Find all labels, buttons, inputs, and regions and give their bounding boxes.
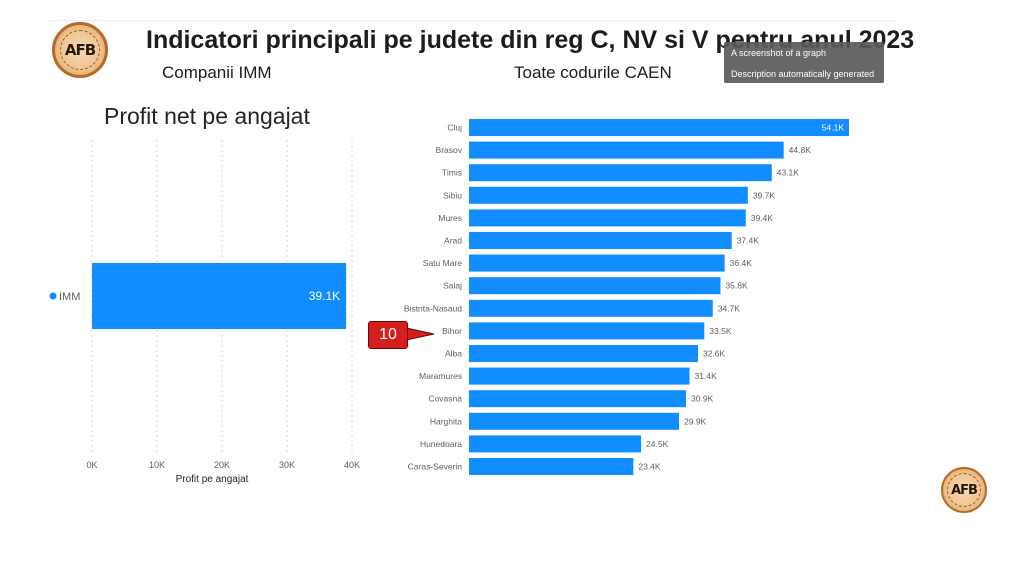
left-bar-value-label: 39.1K (309, 289, 340, 303)
left-x-tick-label: 10K (149, 460, 165, 470)
county-bar (469, 367, 690, 385)
county-label: Bihor (442, 326, 462, 336)
county-bar (469, 254, 725, 272)
header-divider (46, 20, 898, 21)
county-value-label: 34.7K (718, 303, 741, 313)
left-x-axis-title: Profit pe angajat (176, 474, 249, 485)
county-value-label: 33.5K (709, 326, 732, 336)
county-bar (469, 390, 687, 408)
tooltip-line-1: A screenshot of a graph (731, 48, 827, 58)
county-bar (469, 232, 732, 249)
county-label: Covasna (428, 394, 462, 404)
county-bar (469, 209, 746, 227)
county-label: Maramures (419, 371, 462, 381)
county-label: Bistrita-Nasaud (404, 303, 462, 313)
left-x-tick-label: 30K (279, 460, 295, 470)
county-value-label: 39.7K (753, 190, 776, 200)
county-label: Sibiu (443, 190, 462, 200)
left-chart-title: Profit net pe angajat (104, 103, 310, 129)
county-value-label: 32.6K (703, 349, 726, 359)
county-value-label: 31.4K (695, 371, 718, 381)
county-value-label: 29.9K (684, 416, 707, 426)
left-x-tick-label: 0K (86, 460, 97, 470)
county-bar (469, 412, 680, 430)
county-bar (469, 435, 642, 453)
subtitle-caen: Toate codurile CAEN (514, 63, 672, 82)
subtitle-company-type: Companii IMM (162, 63, 272, 82)
county-label: Caras-Severin (408, 462, 463, 472)
county-label: Brasov (436, 145, 463, 155)
legend-marker (49, 292, 57, 300)
county-value-label: 30.9K (691, 394, 714, 404)
county-label: Mures (438, 213, 462, 223)
county-label: Hunedoara (420, 439, 462, 449)
county-bar (469, 345, 698, 362)
county-value-label: 36.4K (730, 258, 753, 268)
left-bar (92, 263, 347, 329)
afb-logo-text: AFB (60, 30, 100, 70)
county-label: Timis (442, 168, 462, 178)
county-bar (469, 322, 705, 340)
afb-logo-small-text: AFB (947, 473, 981, 507)
county-bar (469, 164, 772, 182)
county-label: Satu Mare (423, 258, 462, 268)
county-value-label: 39.4K (751, 213, 774, 223)
county-bar (469, 141, 784, 159)
county-label: Arad (444, 236, 462, 246)
afb-logo: AFB (52, 22, 108, 78)
tooltip-line-2: Description automatically generated (731, 69, 875, 79)
rank-callout: 10 (368, 321, 408, 349)
county-label: Alba (445, 349, 462, 359)
alt-text-tooltip: A screenshot of a graph Description auto… (724, 42, 884, 83)
county-bar (469, 299, 713, 317)
left-x-tick-label: 40K (344, 460, 360, 470)
county-bar (469, 186, 748, 204)
county-bar (469, 458, 634, 475)
legend-label: IMM (59, 291, 80, 303)
afb-logo-small: AFB (941, 467, 987, 513)
county-value-label: 44.8K (789, 145, 812, 155)
county-label: Salaj (443, 281, 462, 291)
county-value-label: 35.8K (725, 281, 748, 291)
callout-pointer (405, 327, 435, 341)
county-bar (469, 277, 721, 295)
county-value-label: 24.5K (646, 439, 669, 449)
county-bar (469, 119, 849, 136)
left-x-tick-label: 20K (214, 460, 230, 470)
county-label: Cluj (447, 123, 462, 133)
county-value-label: 37.4K (737, 236, 760, 246)
county-label: Harghita (430, 416, 462, 426)
county-value-label: 23.4K (638, 462, 661, 472)
county-value-label: 43.1K (777, 168, 800, 178)
county-value-label: 54.1K (822, 123, 845, 133)
